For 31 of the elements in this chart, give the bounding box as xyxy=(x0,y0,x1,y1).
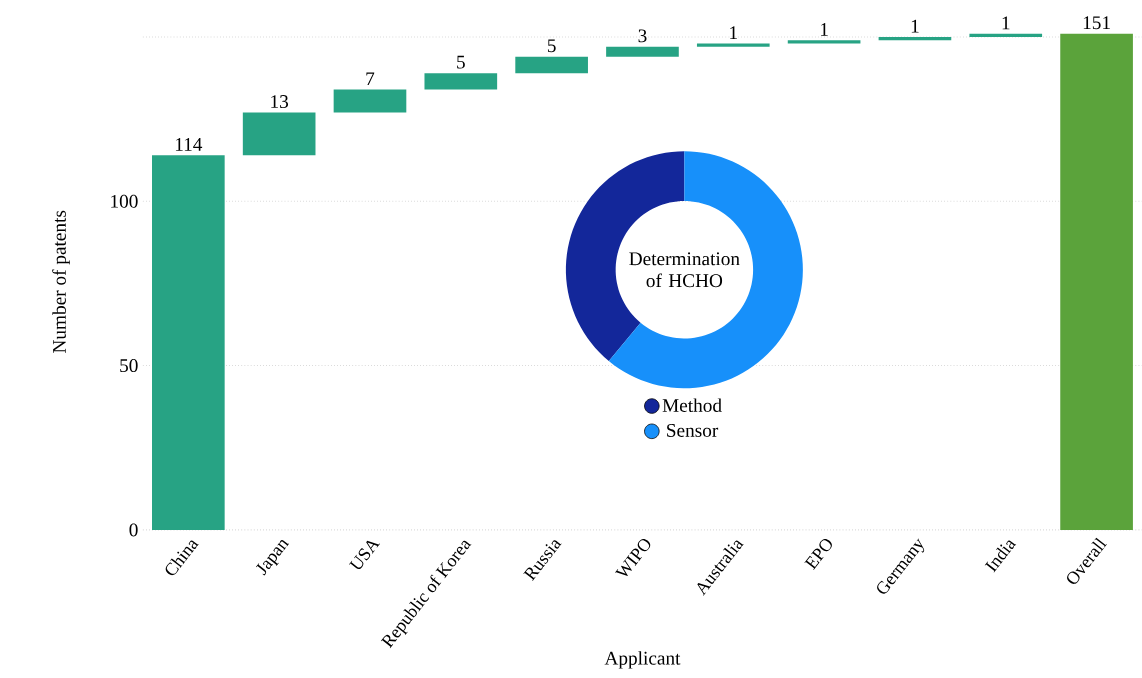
bar xyxy=(242,112,316,156)
bar xyxy=(1060,33,1133,530)
bar xyxy=(878,36,952,41)
data-label: 114 xyxy=(175,137,203,151)
y-axis-title: Number of patents xyxy=(52,210,70,353)
data-label: 13 xyxy=(271,94,289,108)
bar xyxy=(152,155,225,530)
data-label: 1 xyxy=(1002,16,1010,30)
data-label: 3 xyxy=(638,29,647,43)
text: Determination of HCHO xyxy=(629,252,740,288)
data-label: 1 xyxy=(911,19,919,33)
bar xyxy=(515,56,588,74)
bar xyxy=(333,89,407,113)
data-label: 1 xyxy=(820,22,828,36)
data-label: 151 xyxy=(1083,16,1110,30)
y-tick-label: 0 xyxy=(129,523,138,537)
bar xyxy=(424,73,498,90)
data-label: 5 xyxy=(547,39,556,53)
data-label: 1 xyxy=(730,26,737,39)
bar xyxy=(787,40,861,44)
y-tick-label: 50 xyxy=(120,358,138,372)
bar xyxy=(696,43,770,47)
bar xyxy=(606,46,679,57)
legend-label: Sensor xyxy=(667,423,719,437)
legend-label: Method xyxy=(662,398,722,412)
y-tick-label: 100 xyxy=(111,194,138,208)
bar xyxy=(969,33,1043,37)
data-label: 5 xyxy=(457,55,465,69)
data-label: 7 xyxy=(366,72,375,85)
x-axis-title: Applicant xyxy=(604,651,681,669)
x-tick-label: USA xyxy=(348,540,381,569)
